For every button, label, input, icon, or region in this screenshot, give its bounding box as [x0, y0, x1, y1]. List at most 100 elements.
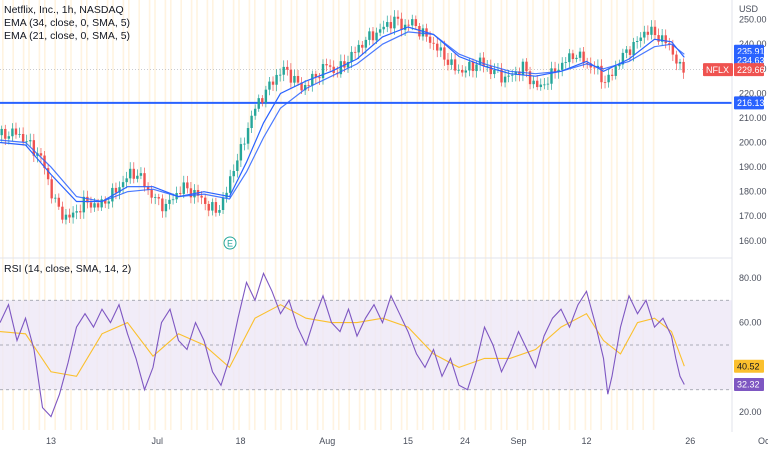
candle-body[interactable] — [407, 24, 410, 26]
candle-body[interactable] — [621, 52, 625, 65]
candle-body[interactable] — [603, 82, 607, 84]
candle-body[interactable] — [468, 61, 471, 71]
candle-body[interactable] — [143, 173, 146, 188]
candle-body[interactable] — [560, 62, 564, 70]
candle-body[interactable] — [125, 178, 128, 183]
candle-body[interactable] — [321, 64, 325, 79]
candle-body[interactable] — [186, 182, 189, 189]
candle-body[interactable] — [382, 26, 385, 30]
candle-body[interactable] — [414, 19, 418, 27]
candle-body[interactable] — [361, 44, 364, 48]
candle-body[interactable] — [118, 187, 121, 193]
candle-body[interactable] — [18, 134, 21, 135]
candle-body[interactable] — [607, 74, 610, 83]
candle-body[interactable] — [214, 202, 218, 213]
candle-body[interactable] — [96, 203, 100, 208]
candle-body[interactable] — [268, 81, 271, 90]
candle-body[interactable] — [86, 196, 89, 203]
candle-body[interactable] — [161, 198, 164, 212]
candle-body[interactable] — [253, 108, 257, 116]
candle-body[interactable] — [632, 41, 635, 55]
candle-body[interactable] — [4, 128, 7, 139]
candle-body[interactable] — [61, 206, 64, 220]
candle-body[interactable] — [471, 61, 475, 72]
candle-body[interactable] — [225, 192, 228, 198]
candle-body[interactable] — [393, 16, 396, 29]
candle-body[interactable] — [600, 65, 603, 83]
candle-body[interactable] — [657, 35, 660, 42]
candle-body[interactable] — [311, 73, 314, 86]
candle-body[interactable] — [643, 31, 646, 38]
candle-body[interactable] — [528, 71, 532, 85]
candle-body[interactable] — [243, 143, 246, 145]
candle-body[interactable] — [353, 51, 357, 53]
candle-body[interactable] — [221, 197, 225, 211]
ema34-legend[interactable]: EMA (34, close, 0, SMA, 5) — [4, 17, 131, 29]
candle-body[interactable] — [25, 141, 28, 143]
candle-body[interactable] — [39, 153, 43, 156]
candle-body[interactable] — [453, 59, 457, 71]
candle-body[interactable] — [668, 43, 671, 45]
candle-body[interactable] — [218, 210, 221, 213]
candle-body[interactable] — [564, 62, 567, 63]
candle-body[interactable] — [129, 168, 132, 179]
candle-body[interactable] — [264, 89, 268, 103]
candle-body[interactable] — [346, 62, 350, 68]
candle-body[interactable] — [443, 47, 446, 60]
candle-body[interactable] — [211, 202, 214, 211]
candle-body[interactable] — [411, 19, 414, 26]
candle-body[interactable] — [303, 84, 307, 91]
candle-body[interactable] — [578, 51, 582, 58]
candle-body[interactable] — [428, 36, 432, 43]
candle-body[interactable] — [328, 65, 332, 67]
candle-body[interactable] — [671, 44, 675, 55]
candle-body[interactable] — [482, 57, 485, 67]
candle-body[interactable] — [343, 61, 346, 68]
candle-body[interactable] — [518, 71, 521, 75]
price-pane[interactable]: E — [0, 10, 732, 250]
candle-body[interactable] — [246, 128, 250, 144]
candle-body[interactable] — [525, 61, 528, 72]
candle-body[interactable] — [635, 40, 639, 42]
candle-body[interactable] — [682, 61, 685, 73]
candle-body[interactable] — [539, 84, 542, 88]
candle-body[interactable] — [0, 128, 3, 136]
ema34-line[interactable] — [0, 31, 685, 203]
candle-body[interactable] — [200, 195, 203, 198]
candle-body[interactable] — [350, 51, 353, 63]
candle-body[interactable] — [457, 69, 460, 71]
candle-body[interactable] — [550, 68, 553, 84]
candle-body[interactable] — [154, 197, 157, 198]
candle-body[interactable] — [403, 24, 407, 30]
candle-body[interactable] — [46, 168, 50, 180]
candle-body[interactable] — [660, 35, 664, 42]
candle-body[interactable] — [228, 176, 232, 193]
candle-body[interactable] — [364, 39, 368, 48]
candle-body[interactable] — [432, 42, 435, 44]
candle-body[interactable] — [628, 49, 632, 55]
candle-body[interactable] — [150, 189, 153, 198]
candle-body[interactable] — [286, 66, 289, 70]
candle-body[interactable] — [675, 54, 678, 64]
candle-body[interactable] — [111, 187, 114, 202]
candle-body[interactable] — [107, 201, 110, 204]
candle-body[interactable] — [296, 75, 300, 83]
candle-body[interactable] — [146, 187, 150, 190]
candle-body[interactable] — [293, 75, 296, 83]
candle-body[interactable] — [250, 115, 253, 129]
candle-body[interactable] — [461, 69, 464, 73]
candle-body[interactable] — [104, 199, 107, 204]
candle-body[interactable] — [486, 65, 489, 67]
candle-body[interactable] — [64, 214, 68, 220]
candle-body[interactable] — [532, 80, 535, 85]
ema21-line[interactable] — [0, 26, 685, 203]
candle-body[interactable] — [678, 61, 682, 64]
candle-body[interactable] — [114, 187, 118, 193]
candle-body[interactable] — [239, 144, 243, 161]
candle-body[interactable] — [271, 81, 275, 85]
candle-body[interactable] — [318, 77, 321, 79]
candle-body[interactable] — [261, 98, 264, 103]
candle-body[interactable] — [546, 83, 550, 85]
candle-body[interactable] — [14, 128, 18, 135]
